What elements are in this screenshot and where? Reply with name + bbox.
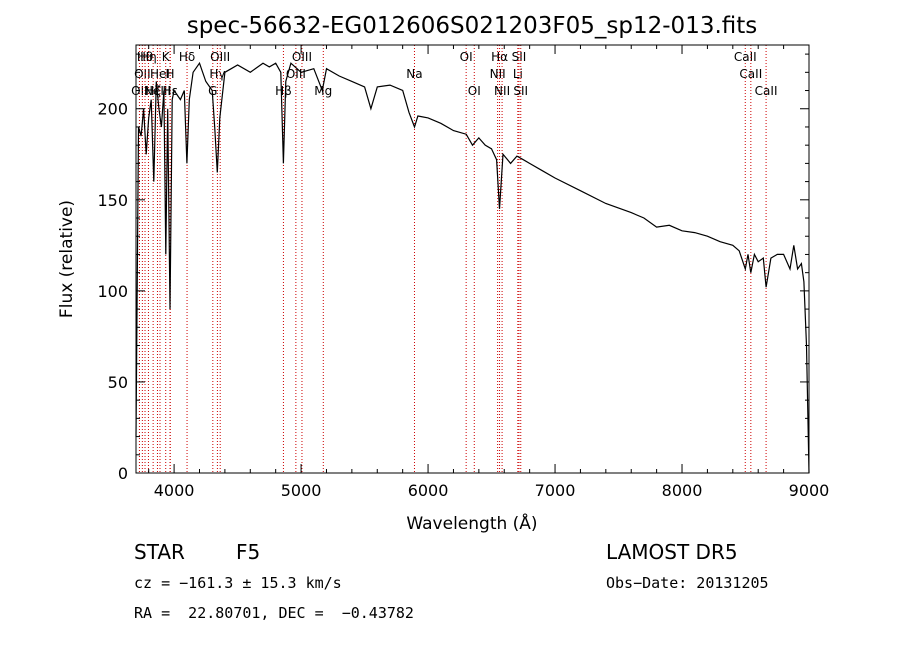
line-marker-label: H bbox=[166, 67, 175, 81]
x-axis: 4000 5000 6000 7000 8000 9000 bbox=[148, 45, 830, 500]
x-tick-label: 6000 bbox=[408, 481, 449, 500]
y-tick-label: 100 bbox=[97, 282, 128, 301]
line-marker-label: CaII bbox=[734, 50, 757, 64]
y-axis-label: Flux (relative) bbox=[57, 200, 77, 318]
line-marker-label: OIII bbox=[210, 50, 230, 64]
coordinates: RA = 22.80701, DEC = −0.43782 bbox=[134, 604, 414, 622]
line-marker-label: HeI bbox=[150, 67, 170, 81]
line-marker-label: Li bbox=[513, 67, 523, 81]
line-marker-label: Hη bbox=[140, 50, 157, 64]
x-tick-label: 5000 bbox=[281, 481, 322, 500]
line-marker-label: OIII bbox=[292, 50, 312, 64]
line-marker-label: Hθ bbox=[137, 50, 153, 64]
x-axis-label: Wavelength (Å) bbox=[406, 512, 537, 534]
line-marker-label: Mg bbox=[314, 84, 332, 98]
y-axis: 0 50 100 150 200 bbox=[97, 53, 809, 483]
x-tick-label: 9000 bbox=[789, 481, 830, 500]
line-markers: OIIOIIHθHηHζNeIIIHeIKHHεHδGHγOIIIHβOIIIO… bbox=[131, 45, 777, 473]
line-marker-label: NII bbox=[490, 67, 506, 81]
class-label: STAR bbox=[134, 540, 185, 564]
x-tick-label: 4000 bbox=[154, 481, 195, 500]
y-tick-label: 200 bbox=[97, 100, 128, 119]
line-marker-label: OIII bbox=[286, 67, 306, 81]
line-marker-label: OII bbox=[134, 67, 151, 81]
redshift-velocity: cz = −161.3 ± 15.3 km/s bbox=[134, 574, 342, 592]
line-marker-label: NII bbox=[494, 84, 510, 98]
y-tick-label: 50 bbox=[108, 373, 128, 392]
spectrum-line bbox=[135, 61, 810, 474]
plot-frame bbox=[135, 44, 810, 474]
y-tick-label: 150 bbox=[97, 191, 128, 210]
chart-title: spec-56632-EG012606S021203F05_sp12-013.f… bbox=[187, 13, 758, 39]
line-marker-label: OI bbox=[460, 50, 473, 64]
survey-label: LAMOST DR5 bbox=[606, 540, 738, 564]
y-tick-label: 0 bbox=[118, 464, 128, 483]
line-marker-label: Hα bbox=[491, 50, 508, 64]
line-marker-label: SII bbox=[512, 50, 527, 64]
line-marker-label: OI bbox=[468, 84, 481, 98]
line-marker-label: SII bbox=[513, 84, 528, 98]
x-tick-label: 7000 bbox=[535, 481, 576, 500]
line-marker-label: CaII bbox=[739, 67, 762, 81]
x-tick-label: 8000 bbox=[662, 481, 703, 500]
line-marker-label: Hδ bbox=[179, 50, 195, 64]
observation-date: Obs−Date: 20131205 bbox=[606, 574, 769, 592]
line-marker-label: K bbox=[162, 50, 171, 64]
line-marker-label: Hβ bbox=[275, 84, 292, 98]
line-marker-label: CaII bbox=[755, 84, 778, 98]
subclass-label: F5 bbox=[236, 540, 261, 564]
line-marker-label: Na bbox=[406, 67, 422, 81]
line-marker-label: Hε bbox=[163, 84, 179, 98]
line-marker-label: Hγ bbox=[209, 67, 225, 81]
